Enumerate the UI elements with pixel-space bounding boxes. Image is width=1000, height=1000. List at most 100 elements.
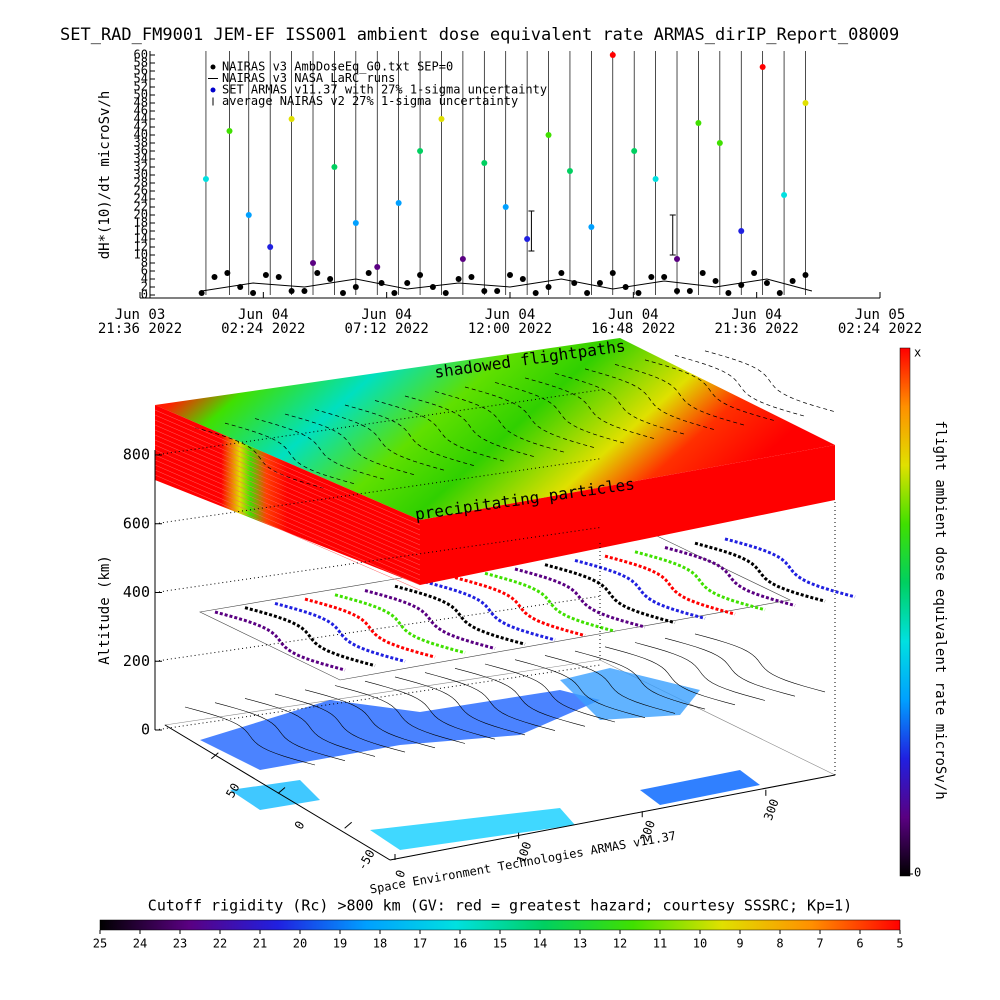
data-point: [751, 270, 758, 276]
grid-line: [154, 664, 601, 731]
data-point: [378, 280, 385, 286]
data-point: [524, 236, 531, 242]
legend-swatch: [210, 64, 216, 70]
orbit-track: [604, 646, 736, 706]
y-tick-label: 4: [141, 272, 148, 286]
colorbar-tick-label: 9: [736, 937, 743, 951]
lat-tick-label: 50: [223, 781, 242, 801]
z-tick-label: 0: [141, 721, 150, 739]
slab-track: [584, 368, 716, 431]
data-point: [468, 274, 475, 280]
legend-label: NAIRAS v3 NASA LaRC runs: [222, 71, 395, 85]
data-point: [404, 280, 411, 286]
land-shape: [640, 770, 760, 805]
slab-track: [704, 350, 836, 413]
data-point: [310, 260, 317, 266]
orbit-track: [424, 672, 556, 731]
slab-edge-line: [154, 414, 421, 531]
land-shape: [370, 808, 575, 850]
colorbar-tick-label: 25: [93, 937, 107, 951]
y-tick-label: 2: [141, 280, 148, 294]
slab-track: [374, 400, 506, 462]
grid-line: [154, 527, 601, 593]
data-point: [789, 278, 796, 284]
data-point: [459, 256, 466, 262]
colorbar-tick-label: 19: [333, 937, 347, 951]
z-tick-label: 600: [123, 514, 150, 532]
slab-edge-line: [154, 449, 421, 566]
data-point: [250, 290, 257, 296]
y-tick-label: 22: [134, 200, 148, 214]
grid-line: [154, 458, 601, 525]
data-point: [417, 148, 424, 154]
slab-tracks: [154, 350, 836, 591]
y-tick-label: 42: [134, 120, 148, 134]
orbit-track: [544, 563, 676, 625]
orbit-track: [694, 633, 826, 693]
colorbar-title: Cutoff rigidity (Rc) >800 km (GV: red = …: [148, 897, 852, 915]
y-tick-label: 60: [134, 48, 148, 62]
data-point: [802, 100, 809, 106]
data-point: [455, 276, 462, 282]
lat-tick: [344, 821, 352, 829]
slab-track: [494, 382, 626, 444]
land-shape: [230, 780, 320, 810]
orbit-track: [394, 584, 526, 646]
colorbar-tick-label: 23: [173, 937, 187, 951]
y-tick-label: 34: [134, 152, 148, 166]
slab-track: [194, 427, 326, 489]
colorbar-tick-label: 13: [573, 937, 587, 951]
data-point: [686, 288, 693, 294]
y-tick-label: 56: [134, 64, 148, 78]
slab-track: [674, 355, 806, 417]
grid-line: [154, 389, 601, 456]
y-tick-label: 48: [134, 96, 148, 110]
orbit-track: [544, 655, 676, 714]
legend-swatch: [210, 87, 216, 93]
slab-side: [155, 405, 420, 585]
y-tick-label: 12: [134, 240, 148, 254]
data-point: [275, 274, 282, 280]
orbit-track: [664, 637, 796, 697]
orbit-track: [514, 659, 646, 718]
orbit-track: [184, 706, 316, 766]
orbit-track: [214, 702, 346, 761]
orbit-track: [604, 554, 736, 616]
data-point: [674, 256, 681, 262]
data-point: [695, 120, 702, 126]
slab-edge-line: [154, 454, 421, 571]
y-tick-label: 38: [134, 136, 148, 150]
y-tick-label: 28: [134, 176, 148, 190]
data-point: [507, 272, 513, 278]
data-point: [776, 290, 783, 296]
land-shape: [560, 668, 700, 720]
data-point: [596, 280, 603, 286]
slab-track: [314, 409, 446, 471]
y-tick-label: 16: [134, 224, 148, 238]
data-point: [763, 280, 770, 286]
y-tick-label: 54: [134, 72, 148, 86]
lat-tick-label: 0: [292, 819, 308, 832]
y-tick-label: 46: [134, 104, 148, 118]
data-point: [288, 116, 295, 122]
orbit-track: [694, 541, 826, 603]
colorbar-label: flight ambient dose equivalent rate micr…: [932, 420, 948, 799]
lon-tick-label: 100: [514, 840, 535, 865]
y-tick-label: 58: [134, 56, 148, 70]
y-tick-label: 36: [134, 144, 148, 158]
y-tick-label: 32: [134, 160, 148, 174]
orbit-track: [364, 680, 496, 740]
slab-edge-line: [154, 434, 421, 551]
colorbar-tick-label: 7: [816, 937, 823, 951]
colorbar-tick-label: 18: [373, 937, 387, 951]
x-tick-label: 21:36 2022: [715, 321, 799, 337]
slab-edge-line: [154, 439, 421, 556]
slab-track: [554, 373, 686, 435]
y-tick-label: 18: [134, 216, 148, 230]
colorbar-tick-label: 6: [856, 937, 863, 951]
colorbar: [899, 347, 911, 877]
y-tick-label: 10: [134, 248, 148, 262]
y-tick-label: 14: [134, 232, 148, 246]
colorbar-tick-label: 14: [533, 937, 547, 951]
slab-track: [284, 413, 416, 476]
